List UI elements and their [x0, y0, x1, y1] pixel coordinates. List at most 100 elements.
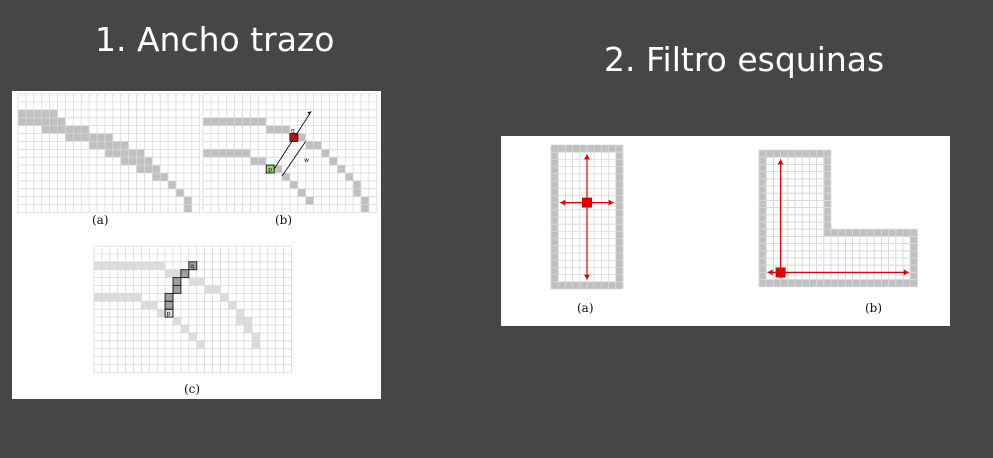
border-cell: [615, 145, 623, 153]
width-line: [281, 141, 307, 177]
stroke-cell: [188, 277, 197, 286]
stroke-cell: [196, 340, 205, 349]
stroke-cell: [104, 149, 113, 158]
point-p-marker: [266, 165, 275, 173]
caption-a: (a): [92, 213, 109, 227]
border-cell: [859, 229, 867, 237]
point-p-label: p: [167, 311, 171, 318]
point-q-outline: [289, 133, 299, 142]
corner-filter-title: 2. Filtro esquinas: [604, 40, 885, 79]
border-cell: [845, 279, 853, 287]
border-cell: [780, 150, 788, 158]
point-q-marker: [289, 133, 298, 142]
border-cell: [572, 281, 580, 289]
border-cell: [881, 229, 889, 237]
border-cell: [823, 222, 831, 230]
border-cell: [551, 281, 559, 289]
border-cell: [601, 145, 609, 153]
border-cell: [759, 279, 767, 287]
stroke-cell: [297, 188, 306, 197]
border-cell: [780, 279, 788, 287]
border-cell: [809, 150, 817, 158]
stroke-cell: [109, 261, 118, 270]
stroke-cell: [242, 149, 251, 158]
border-cell: [823, 200, 831, 208]
border-cell: [615, 253, 623, 261]
border-cell: [823, 164, 831, 172]
stroke-cell: [252, 340, 260, 349]
stroke-cell: [228, 301, 237, 310]
stroke-cell: [210, 149, 219, 158]
path-outline: [164, 308, 174, 318]
border-cell: [551, 224, 559, 232]
border-cell: [823, 157, 831, 165]
stroke-cell: [89, 141, 97, 150]
stroke-cell: [133, 261, 142, 270]
border-cell: [823, 193, 831, 201]
stroke-cell: [289, 180, 298, 189]
border-cell: [895, 229, 903, 237]
border-cell: [787, 279, 795, 287]
border-cell: [558, 145, 566, 153]
stroke-cell: [57, 117, 66, 126]
stroke-cell: [204, 285, 213, 294]
border-cell: [766, 150, 774, 158]
border-cell: [823, 229, 831, 237]
border-cell: [551, 195, 559, 203]
border-cell: [910, 265, 918, 273]
stroke-cell: [94, 293, 102, 302]
stroke-cell: [361, 196, 369, 205]
arrow-head: [584, 154, 590, 160]
path-cell: [165, 301, 173, 310]
stroke-cell: [117, 261, 126, 270]
border-cell: [795, 150, 803, 158]
stroke-width-figure: p q w p q (a) (b) (c): [12, 91, 381, 399]
border-cell: [565, 281, 573, 289]
corner-filter-figure: (a) (b): [501, 136, 950, 326]
border-cell: [773, 150, 781, 158]
path-outline: [172, 277, 182, 287]
border-cell: [874, 279, 882, 287]
border-cell: [816, 279, 824, 287]
border-cell: [551, 152, 559, 160]
stroke-cell: [234, 149, 243, 158]
border-cell: [608, 145, 616, 153]
border-cell: [759, 272, 767, 280]
border-cell: [759, 222, 767, 230]
stroke-cell: [236, 309, 245, 318]
border-cell: [565, 145, 573, 153]
stroke-cell: [136, 149, 145, 158]
border-cell: [551, 267, 559, 275]
stroke-cell: [81, 133, 90, 142]
border-cell: [910, 250, 918, 258]
border-cell: [615, 181, 623, 189]
path-cell: [188, 261, 197, 270]
border-cell: [615, 209, 623, 217]
border-cell: [759, 250, 767, 258]
center-marker: [775, 267, 786, 278]
path-outline: [164, 292, 174, 302]
stroke-cell: [165, 269, 173, 278]
border-cell: [594, 145, 602, 153]
path-cell: [173, 277, 181, 286]
stroke-cell: [313, 141, 322, 150]
stroke-cell: [25, 109, 34, 118]
stroke-width-grids: p q w p q: [17, 93, 378, 373]
stroke-cell: [353, 188, 361, 197]
grid-c: [93, 245, 292, 373]
stroke-cell: [18, 109, 26, 118]
border-cell: [615, 245, 623, 253]
stroke-cell: [244, 317, 252, 325]
point-q-label: q: [190, 263, 194, 270]
stroke-cell: [41, 109, 50, 118]
border-cell: [910, 236, 918, 244]
border-cell: [551, 181, 559, 189]
path-outline: [180, 269, 190, 279]
border-cell: [551, 188, 559, 196]
border-cell: [759, 171, 767, 179]
border-cell: [551, 166, 559, 174]
border-cell: [572, 145, 580, 153]
stroke-cell: [297, 133, 306, 142]
stroke-cell: [112, 149, 121, 158]
border-cell: [773, 279, 781, 287]
